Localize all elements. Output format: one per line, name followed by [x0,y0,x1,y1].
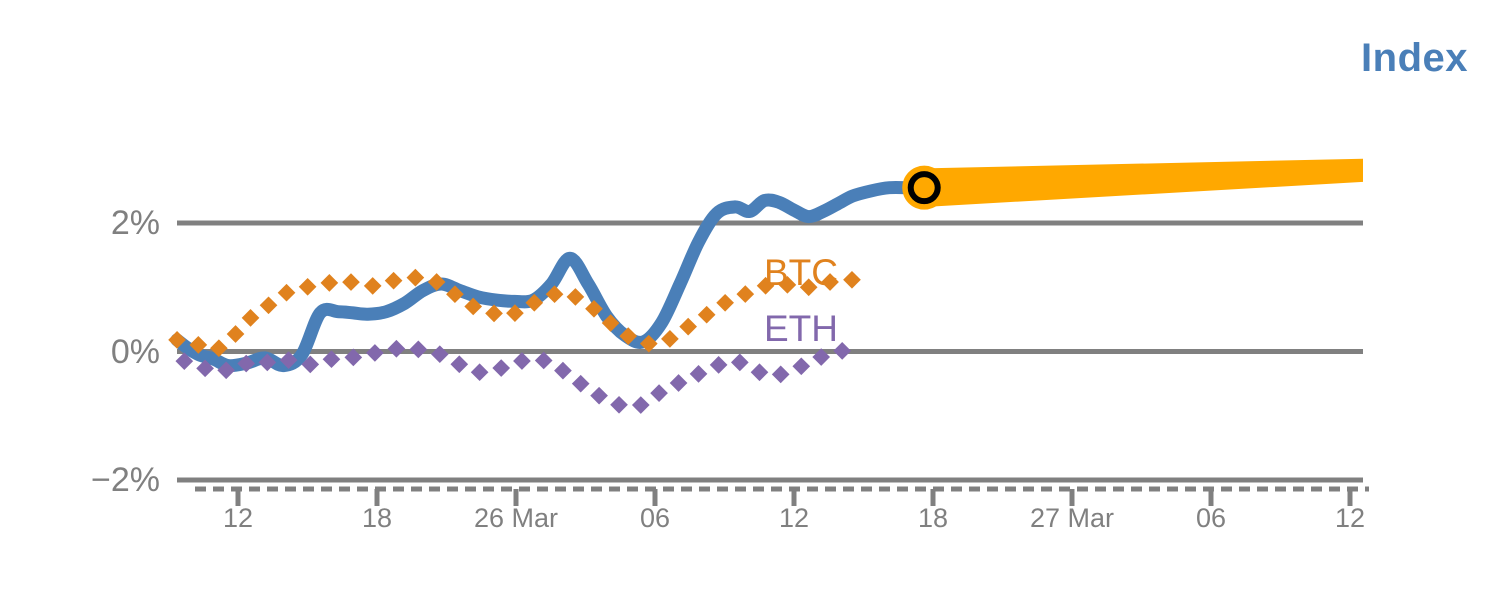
dot-marker [812,348,831,366]
series-dots-eth [175,339,852,414]
dot-marker [406,268,425,287]
dot-marker [279,351,298,369]
dot-marker [430,345,449,364]
x-tick-label-8: 12 [1334,503,1366,533]
dot-marker [320,274,339,292]
series-label-eth: ETH [764,308,838,349]
current-value-marker[interactable] [902,165,947,210]
dot-marker [277,283,296,302]
dot-marker [843,270,861,289]
dot-marker [427,273,446,291]
dot-marker [709,356,728,374]
dot-marker [601,314,620,332]
dot-marker [750,363,769,382]
x-tick-label-0: 12 [222,503,254,533]
dot-marker [450,355,469,374]
dot-marker [387,339,406,358]
dot-marker [464,297,483,316]
dot-marker [566,288,585,306]
dot-marker [342,273,360,291]
x-tick-label-4: 12 [778,503,810,533]
dot-marker [571,374,590,393]
dot-marker [833,342,852,360]
dot-marker [175,352,194,371]
dot-marker [363,277,382,295]
dot-marker [716,293,734,312]
dot-marker [545,285,564,304]
dot-marker [258,353,277,372]
dot-marker [492,359,511,377]
dot-marker [470,363,489,382]
page-title: Index [1361,36,1468,80]
dot-marker [189,336,208,354]
dot-marker [689,365,708,383]
dot-marker [619,327,638,345]
dot-marker [821,273,839,291]
y-tick-label-0: 2% [110,204,160,242]
series-line-index [170,180,933,373]
dot-marker [554,361,572,380]
dot-marker [226,325,245,343]
forecast-band [924,158,1363,207]
dot-marker [679,317,698,336]
dot-marker [384,271,403,290]
dot-marker [639,334,658,353]
dot-marker [506,304,524,322]
dot-marker [590,386,608,405]
x-axis-ticks [235,489,1353,506]
dot-marker [196,359,214,378]
x-tick-label-3: 06 [639,503,671,533]
x-tick-label-7: 06 [1195,503,1227,533]
dot-marker [669,374,688,392]
x-tick-label-5: 18 [917,503,949,533]
dot-marker [736,285,755,303]
dot-marker [697,305,716,324]
dot-marker [259,296,278,315]
dot-marker [610,395,628,414]
dot-marker [792,357,811,376]
dot-marker [799,278,818,297]
y-tick-label-2: −2% [91,461,160,499]
dot-marker [485,304,503,323]
y-tick-label-1: 0% [110,333,160,371]
dot-marker [344,348,363,367]
dot-marker [298,277,317,296]
dot-marker [585,299,603,318]
dot-marker [210,339,228,358]
dot-marker [661,330,679,348]
x-tick-label-2: 26 Mar [473,503,559,533]
dot-marker [409,340,428,359]
dot-marker [631,396,650,414]
dot-marker [756,276,775,295]
x-tick-label-6: 27 Mar [1029,503,1115,533]
dot-marker [301,355,320,374]
dot-marker [525,293,544,312]
dot-marker [730,353,749,372]
dot-marker [237,354,256,373]
dot-marker [650,384,668,402]
dot-marker [366,344,384,362]
dot-marker [778,275,797,294]
series-dots-btc [168,268,861,358]
x-tick-label-1: 18 [361,503,393,533]
dot-marker [534,351,553,370]
dot-marker [446,285,464,304]
dot-marker [217,361,236,380]
marker-ring-icon [907,171,941,205]
dot-marker [241,309,260,327]
dot-marker [322,350,341,369]
dot-marker [513,352,531,370]
dot-marker [771,365,790,384]
